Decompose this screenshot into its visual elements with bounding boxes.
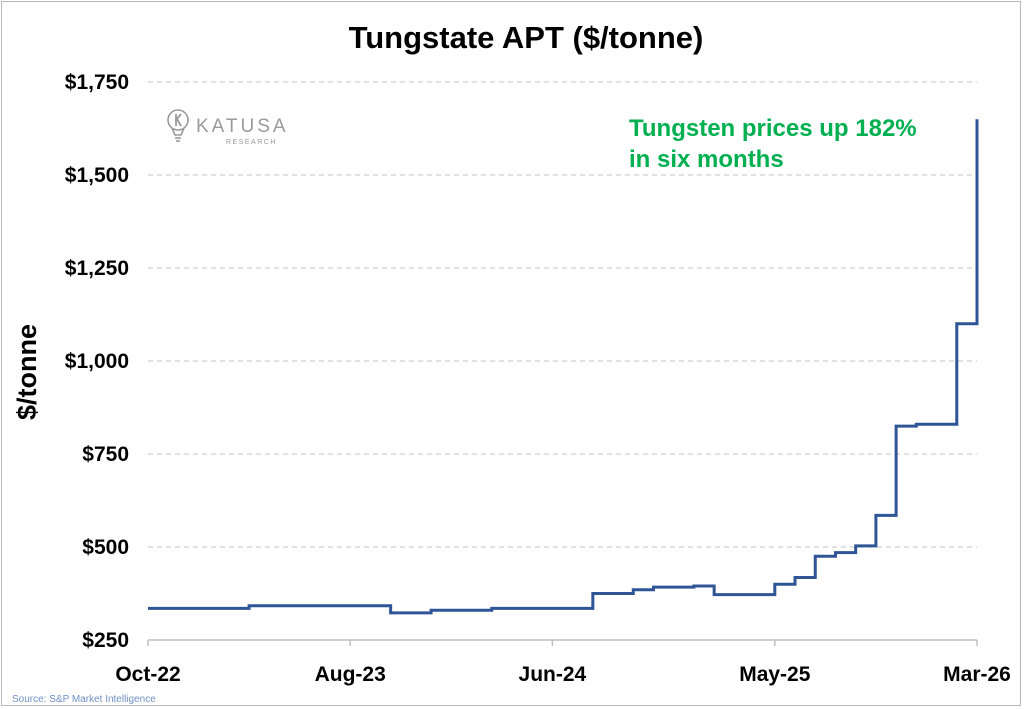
grid <box>148 81 977 548</box>
logo-sub: RESEARCH <box>226 139 277 146</box>
x-tick-label: Mar-26 <box>943 663 1011 686</box>
x-axis: Oct-22 Aug-23 Jun-24 May-25 Mar-26 <box>115 639 1011 686</box>
y-tick-label: $1,500 <box>65 164 129 187</box>
y-tick-label: $1,250 <box>65 257 129 280</box>
y-tick-label: $1,750 <box>65 71 129 94</box>
katusa-logo: KATUSA RESEARCH <box>167 109 289 146</box>
x-tick-label: Jun-24 <box>519 663 587 686</box>
source-note: Source: S&P Market Intelligence <box>12 694 156 705</box>
x-tick-label: Aug-23 <box>315 663 386 686</box>
x-tick-label: Oct-22 <box>115 663 180 686</box>
y-tick-label: $250 <box>82 629 129 652</box>
annotation-line-2: in six months <box>629 146 784 173</box>
y-tick-label: $1,000 <box>65 350 129 373</box>
y-tick-label: $750 <box>82 443 129 466</box>
x-tick-label: May-25 <box>739 663 811 686</box>
chart-title: Tungstate APT ($/tonne) <box>349 20 704 55</box>
y-tick-label: $500 <box>82 536 129 559</box>
annotation-line-1: Tungsten prices up 182% <box>629 115 917 142</box>
y-axis-label: $/tonne <box>12 324 42 420</box>
lightbulb-icon <box>167 109 189 142</box>
logo-name: KATUSA <box>196 116 289 137</box>
y-axis-ticks: $250 $500 $750 $1,000 $1,250 $1,500 $1,750 <box>65 71 129 652</box>
series-line <box>148 119 979 615</box>
